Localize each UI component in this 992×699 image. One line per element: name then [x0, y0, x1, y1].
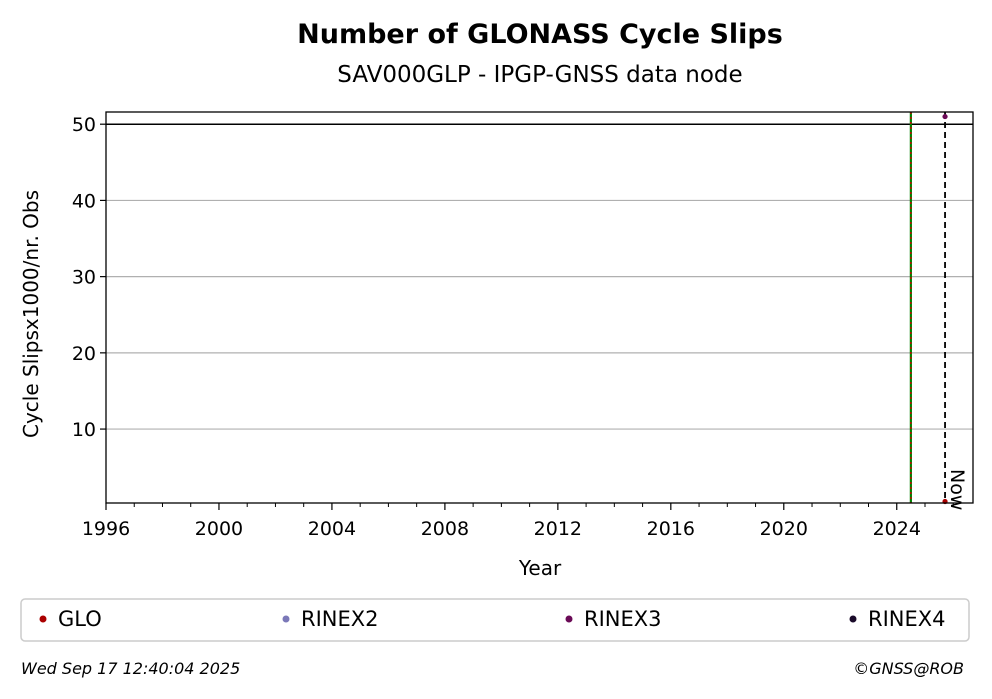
legend: GLO RINEX2 RINEX3 RINEX4: [20, 598, 970, 642]
y-tick-label-1: 20: [72, 343, 96, 365]
legend-marker-rinex3: [565, 615, 573, 623]
x-tick-label-1: 2000: [195, 518, 243, 540]
y-tick-label-0: 10: [72, 419, 96, 441]
y-axis: 10 20 30 40 50: [72, 114, 106, 441]
legend-label-rinex2: RINEX2: [301, 607, 379, 631]
legend-frame: [20, 598, 970, 642]
x-tick-label-6: 2020: [760, 518, 808, 540]
y-axis-label: Cycle Slipsx1000/nr. Obs: [19, 190, 43, 438]
footer-credit: ©GNSS@ROB: [853, 659, 964, 678]
legend-marker-rinex2: [282, 615, 290, 623]
x-tick-label-2: 2004: [308, 518, 356, 540]
grid-lines: [106, 123, 973, 430]
now-label: Now: [946, 469, 968, 510]
y-tick-label-3: 40: [72, 190, 96, 212]
legend-label-rinex3: RINEX3: [584, 607, 662, 631]
x-axis: 1996 2000 2004 2008 2012 2016 2020 2024: [82, 503, 954, 540]
x-tick-label-5: 2016: [647, 518, 695, 540]
chart-subtitle: SAV000GLP - IPGP-GNSS data node: [337, 62, 742, 88]
legend-marker-rinex4: [849, 615, 857, 623]
x-tick-label-4: 2012: [534, 518, 582, 540]
plot-area-frame: [105, 111, 974, 504]
x-axis-label: Year: [518, 556, 562, 580]
x-tick-label-0: 1996: [82, 518, 130, 540]
chart-title: Number of GLONASS Cycle Slips: [297, 19, 783, 50]
footer-timestamp: Wed Sep 17 12:40:04 2025: [21, 659, 240, 678]
legend-label-rinex4: RINEX4: [868, 607, 946, 631]
y-tick-label-4: 50: [72, 114, 96, 136]
y-tick-label-2: 30: [72, 267, 96, 289]
legend-marker-glo: [39, 615, 47, 623]
point-rinex3-1: [942, 113, 948, 120]
legend-label-glo: GLO: [58, 607, 102, 631]
vertical-markers: Now: [909, 112, 968, 510]
x-tick-label-7: 2024: [873, 518, 921, 540]
x-tick-label-3: 2008: [421, 518, 469, 540]
